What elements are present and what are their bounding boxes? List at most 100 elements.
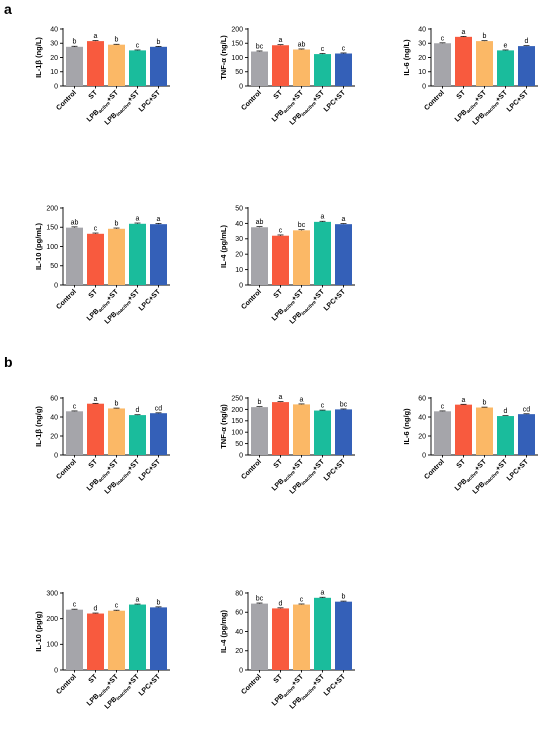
significance-letter: bc [298, 222, 306, 229]
bar [335, 53, 352, 86]
bar [66, 46, 83, 86]
bar [150, 224, 167, 285]
significance-letter: ab [298, 41, 306, 48]
category-label: LPC+ST [138, 458, 163, 483]
chart-b-7: TNF-α (ng/g) 0 50 100 150 200 250 b Control a ST a L… [219, 394, 355, 496]
category-label: ST [88, 89, 100, 101]
y-axis-label: IL-1β (ng/L) [34, 37, 43, 78]
category-label: Control [55, 673, 78, 696]
y-tick-label: 60 [418, 395, 426, 402]
y-tick-label: 0 [422, 452, 426, 459]
y-tick-label: 0 [54, 282, 58, 289]
y-tick-label: 10 [50, 69, 58, 76]
y-tick-label: 40 [235, 629, 243, 636]
significance-letter: cd [523, 406, 531, 413]
bar [150, 46, 167, 86]
significance-letter: a [462, 397, 466, 404]
bar [272, 235, 289, 285]
bar [272, 608, 289, 670]
category-label: ST [88, 288, 100, 300]
y-tick-label: 10 [235, 267, 243, 274]
bar [87, 613, 104, 670]
y-tick-label: 200 [46, 616, 58, 623]
category-label: ST [273, 673, 285, 685]
category-label: Control [240, 673, 263, 696]
chart-b-10: IL-4 (pg/mg)020406080bcControldSTcLPBact… [219, 590, 355, 711]
category-label: LPC+ST [506, 458, 531, 483]
y-tick-label: 200 [46, 205, 58, 212]
significance-letter: b [115, 37, 119, 44]
bar [272, 402, 289, 455]
y-tick-label: 150 [46, 225, 58, 232]
bar [108, 610, 125, 670]
y-tick-label: 30 [235, 236, 243, 243]
chart-a-3: IL-6 (ng/L)010203040cControlaSTbLPBactiv… [402, 26, 538, 127]
y-tick-label: 50 [235, 205, 243, 212]
bar [518, 46, 535, 86]
significance-letter: d [504, 408, 508, 415]
bar [497, 416, 514, 455]
significance-letter: c [115, 603, 119, 610]
bar [335, 224, 352, 285]
significance-letter: bc [256, 43, 264, 50]
bar [66, 609, 83, 670]
y-tick-label: 20 [418, 55, 426, 62]
bar [497, 50, 514, 86]
significance-letter: a [136, 597, 140, 604]
bar [108, 44, 125, 86]
significance-letter: a [300, 396, 304, 403]
category-label: LPC+ST [323, 673, 348, 698]
bar [129, 604, 146, 670]
significance-letter: b [258, 399, 262, 406]
chart-b-9: IL-10 (pg/g)0100200300cControldSTcLPBact… [34, 590, 170, 711]
y-axis-label: IL-10 (pg/g) [34, 611, 43, 652]
bar [87, 233, 104, 285]
significance-letter: ab [71, 219, 79, 226]
significance-letter: d [279, 600, 283, 607]
significance-letter: c [136, 42, 140, 49]
y-axis-label: IL-10 (pg/mL) [34, 222, 43, 270]
category-label: ST [88, 458, 100, 470]
y-tick-label: 0 [54, 83, 58, 90]
y-tick-label: 40 [418, 414, 426, 421]
y-tick-label: 50 [235, 441, 243, 448]
y-tick-label: 150 [231, 418, 243, 425]
bar [314, 410, 331, 455]
y-tick-label: 60 [50, 395, 58, 402]
bar [251, 51, 268, 86]
y-tick-label: 0 [239, 83, 243, 90]
y-tick-label: 0 [239, 282, 243, 289]
significance-letter: a [321, 590, 325, 597]
y-tick-label: 20 [50, 433, 58, 440]
bar [455, 36, 472, 86]
bar [476, 41, 493, 86]
y-tick-label: 40 [50, 414, 58, 421]
y-tick-label: 150 [231, 41, 243, 48]
significance-letter: a [157, 216, 161, 223]
category-label: ST [88, 673, 100, 685]
significance-letter: a [462, 29, 466, 36]
significance-letter: a [94, 396, 98, 403]
y-tick-label: 30 [418, 41, 426, 48]
significance-letter: b [73, 39, 77, 46]
y-tick-label: 40 [418, 26, 426, 33]
y-tick-label: 100 [46, 642, 58, 649]
category-label: Control [423, 458, 446, 481]
bar [108, 228, 125, 285]
y-tick-label: 250 [231, 395, 243, 402]
significance-letter: c [73, 403, 77, 410]
bar [434, 43, 451, 86]
bar [293, 230, 310, 285]
y-tick-label: 20 [50, 55, 58, 62]
y-tick-label: 200 [231, 26, 243, 33]
y-tick-label: 30 [50, 41, 58, 48]
bar [293, 404, 310, 455]
category-label: LPC+ST [323, 458, 348, 483]
significance-letter: a [136, 216, 140, 223]
panel-label-a: a [4, 1, 12, 17]
significance-letter: b [483, 33, 487, 40]
chart-a-5: IL-4 (pg/mL)01020304050abControlcSTbcLPB… [219, 205, 355, 326]
significance-letter: b [157, 39, 161, 46]
significance-letter: c [321, 46, 325, 53]
significance-letter: d [136, 407, 140, 414]
